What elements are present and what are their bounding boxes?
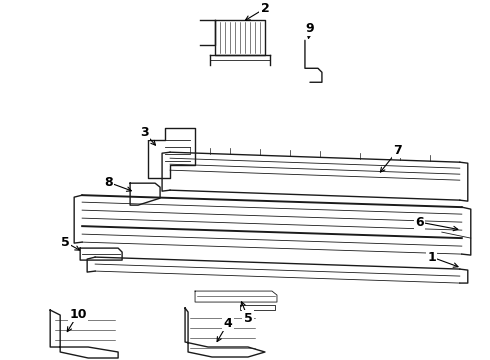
Text: 1: 1 [427, 251, 436, 264]
Text: 5: 5 [244, 311, 252, 324]
Text: 3: 3 [140, 126, 148, 139]
Text: 2: 2 [261, 2, 270, 15]
Text: 8: 8 [104, 176, 112, 189]
Text: 5: 5 [61, 235, 70, 249]
Text: 4: 4 [223, 316, 232, 329]
Text: 6: 6 [416, 216, 424, 229]
Text: 10: 10 [70, 307, 87, 320]
Text: 9: 9 [306, 22, 314, 35]
Text: 7: 7 [393, 144, 402, 157]
